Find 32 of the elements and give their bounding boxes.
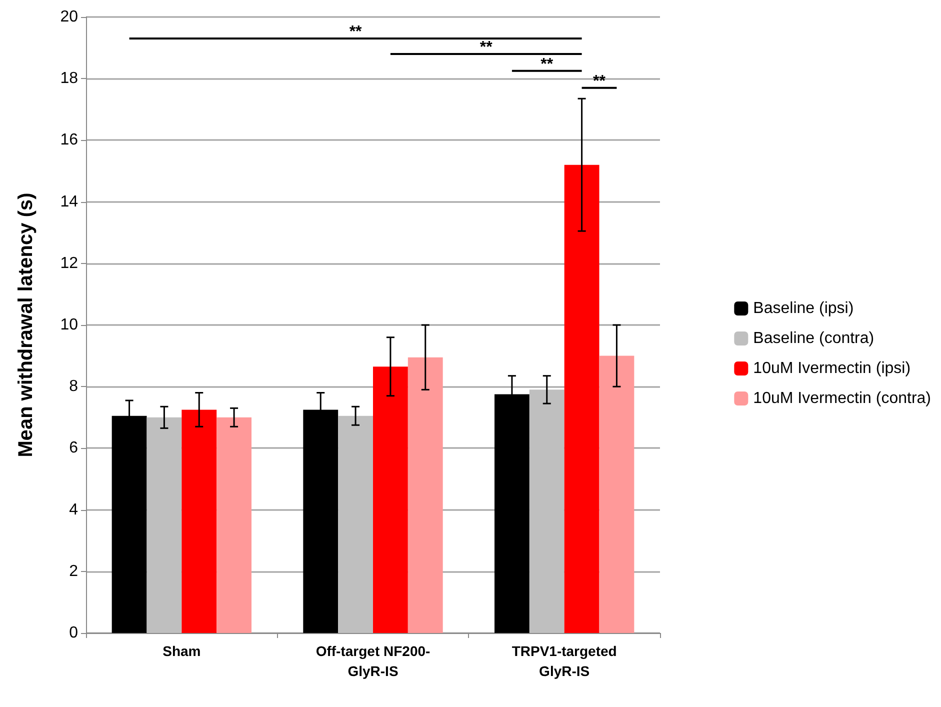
x-tick-label: TRPV1-targeted GlyR-IS <box>512 643 617 679</box>
y-tick-label: 8 <box>69 378 78 396</box>
bar <box>216 417 252 633</box>
bar <box>408 357 443 633</box>
y-tick-label: 20 <box>60 8 78 26</box>
bar <box>599 356 634 633</box>
y-tick-label: 6 <box>69 440 78 457</box>
legend-label: Baseline (ipsi) <box>753 300 854 317</box>
y-tick-label: 12 <box>60 254 78 272</box>
bar <box>373 366 408 633</box>
legend-label: 10uM Ivermectin (contra) <box>753 390 932 407</box>
bar <box>564 164 600 633</box>
legend-label: 10uM Ivermectin (ipsi) <box>753 360 911 377</box>
y-tick-label: 10 <box>60 316 78 334</box>
y-axis-title: Mean withdrawal latency (s) <box>15 192 37 458</box>
annotation: ** <box>593 72 606 90</box>
legend-label: Baseline (contra) <box>753 330 874 347</box>
y-tick-label: 4 <box>69 501 78 518</box>
annotation: ** <box>349 24 363 41</box>
y-tick-label: 16 <box>60 132 78 149</box>
bar <box>338 416 373 633</box>
y-tick-label: 14 <box>60 193 78 210</box>
y-tick-label: 18 <box>60 70 78 88</box>
x-tick-label: Sham <box>162 643 201 659</box>
x-tick-label: Off-target NF200- GlyR-IS <box>316 643 431 679</box>
bar <box>146 417 182 633</box>
y-tick-label: 0 <box>69 624 78 642</box>
annotation: ** <box>480 38 494 56</box>
annotation: ** <box>540 56 554 73</box>
bar <box>182 410 217 633</box>
y-tick-label: 2 <box>69 562 78 580</box>
bar <box>529 390 564 633</box>
